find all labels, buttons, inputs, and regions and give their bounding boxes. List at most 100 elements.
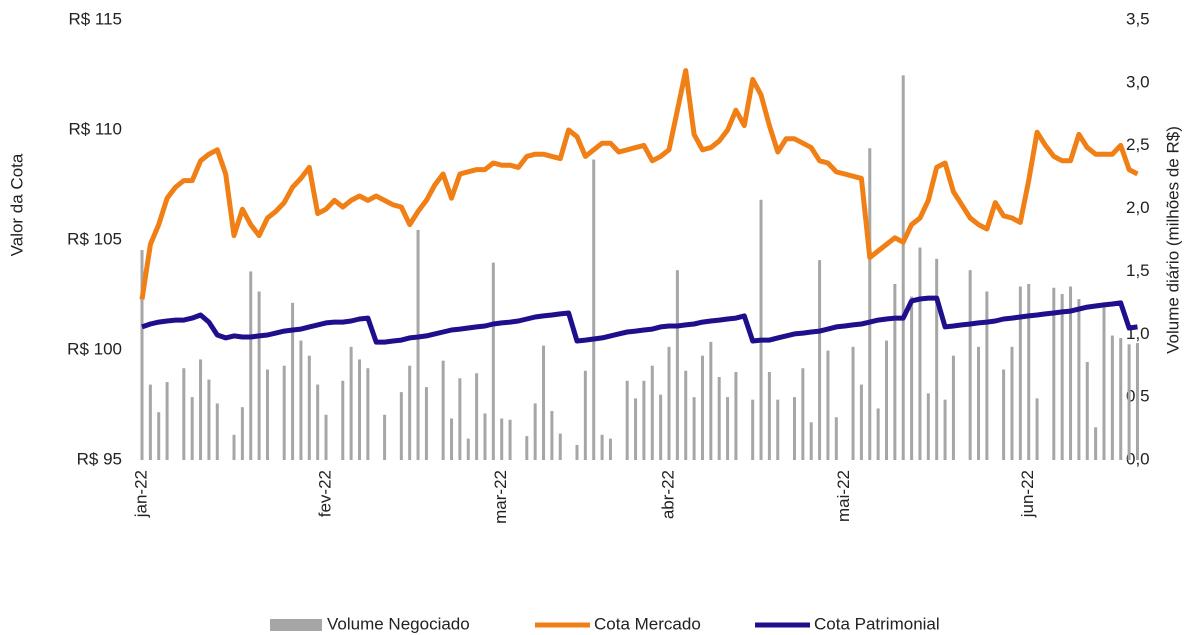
volume-bar	[1027, 284, 1031, 460]
volume-bar	[383, 414, 387, 460]
volume-bar	[943, 399, 947, 460]
volume-bar	[324, 414, 328, 460]
x-tick-label: jun-22	[1018, 470, 1037, 518]
volume-bar	[734, 372, 738, 460]
y2-axis-label: Volume diário (milhões de R$)	[1163, 126, 1182, 354]
volume-bar	[207, 379, 211, 460]
y2-tick-label: 3,5	[1126, 9, 1150, 28]
volume-bar	[500, 418, 504, 460]
volume-bar	[859, 384, 863, 460]
volume-bar	[1119, 338, 1123, 460]
volume-bar	[592, 159, 596, 461]
legend-label: Cota Mercado	[594, 614, 701, 633]
volume-bar	[466, 438, 470, 460]
legend-label: Cota Patrimonial	[814, 614, 940, 633]
volume-bar	[625, 380, 629, 460]
volume-bar	[1085, 361, 1089, 460]
line	[141, 295, 1138, 345]
volume-bar	[491, 262, 495, 460]
volume-bar	[918, 247, 922, 460]
y-tick-label: R$ 105	[67, 229, 122, 248]
volume-bar	[893, 284, 897, 460]
x-tick-label: mai-22	[834, 470, 853, 522]
y2-tick-label: 2,0	[1126, 198, 1150, 217]
volume-bar	[366, 368, 370, 460]
volume-bar	[140, 250, 144, 460]
volume-bar	[542, 345, 546, 460]
volume-bar	[659, 394, 663, 460]
volume-bar	[650, 365, 654, 460]
volume-bar	[357, 359, 361, 460]
volume-bar	[834, 417, 838, 460]
volume-bar	[608, 438, 612, 460]
volume-bar	[951, 355, 955, 460]
volume-bar	[299, 340, 303, 460]
x-tick-label: jan-22	[131, 470, 150, 518]
y-axis-label: Valor da Cota	[7, 153, 26, 256]
volume-bar	[408, 365, 412, 460]
y2-tick-label: 3,0	[1126, 72, 1150, 91]
volume-bar	[349, 346, 353, 460]
volume-bar	[809, 422, 813, 460]
volume-bar	[851, 346, 855, 460]
volume-bar	[424, 387, 428, 460]
volume-bar	[257, 291, 261, 460]
volume-bar	[759, 199, 763, 460]
volume-bar	[232, 434, 236, 460]
volume-bar	[600, 434, 604, 460]
volume-bar	[165, 382, 169, 460]
volume-bar	[776, 399, 780, 460]
volume-bar	[977, 346, 981, 460]
volume-bar	[1035, 398, 1039, 460]
volume-bar	[1102, 302, 1106, 460]
volume-bar	[575, 444, 579, 460]
volume-bar	[1069, 286, 1073, 460]
volume-bar	[1010, 346, 1014, 460]
volume-bar	[935, 258, 939, 460]
volume-bar	[675, 270, 679, 460]
legend-label: Volume Negociado	[327, 614, 470, 633]
volume-bar	[1135, 343, 1139, 460]
volume-bar	[1077, 299, 1081, 460]
volume-bar	[801, 368, 805, 460]
volume-bar	[792, 397, 796, 460]
y-tick-label: R$ 115	[68, 9, 122, 28]
volume-bar	[726, 397, 730, 460]
volume-bar	[550, 410, 554, 460]
volume-bar	[240, 407, 244, 460]
volume-bar	[450, 418, 454, 460]
volume-bar	[985, 291, 989, 460]
volume-bar	[1110, 335, 1114, 460]
volume-bar	[692, 397, 696, 460]
volume-bar	[767, 372, 771, 460]
x-tick-label: fev-22	[316, 470, 335, 517]
volume-bar	[558, 433, 562, 460]
volume-bar	[901, 75, 905, 461]
volume-bar	[483, 413, 487, 460]
volume-bar	[709, 341, 713, 460]
volume-bar	[1052, 287, 1056, 460]
volume-bar	[751, 399, 755, 460]
volume-bar	[1002, 369, 1006, 460]
volume-bar	[282, 365, 286, 460]
y-tick-label: R$ 110	[68, 119, 122, 138]
y2-tick-label: 2,5	[1126, 135, 1150, 154]
y-tick-label: R$ 100	[67, 339, 122, 358]
volume-bar	[818, 260, 822, 460]
x-tick-label: abr-22	[658, 470, 677, 519]
volume-bar	[190, 397, 194, 460]
volume-bar	[684, 370, 688, 460]
volume-bar	[199, 359, 203, 460]
volume-bar	[885, 340, 889, 460]
volume-bar	[249, 271, 253, 460]
volume-bar	[182, 368, 186, 460]
volume-bar	[583, 370, 587, 460]
volume-bar	[667, 346, 671, 460]
volume-bar	[441, 360, 445, 460]
volume-bar	[148, 384, 152, 460]
x-tick-label: mar-22	[491, 470, 510, 524]
volume-bar	[1094, 427, 1098, 460]
volume-bar	[291, 302, 295, 460]
y-tick-label: R$ 95	[77, 449, 122, 468]
volume-bar	[1127, 344, 1131, 460]
